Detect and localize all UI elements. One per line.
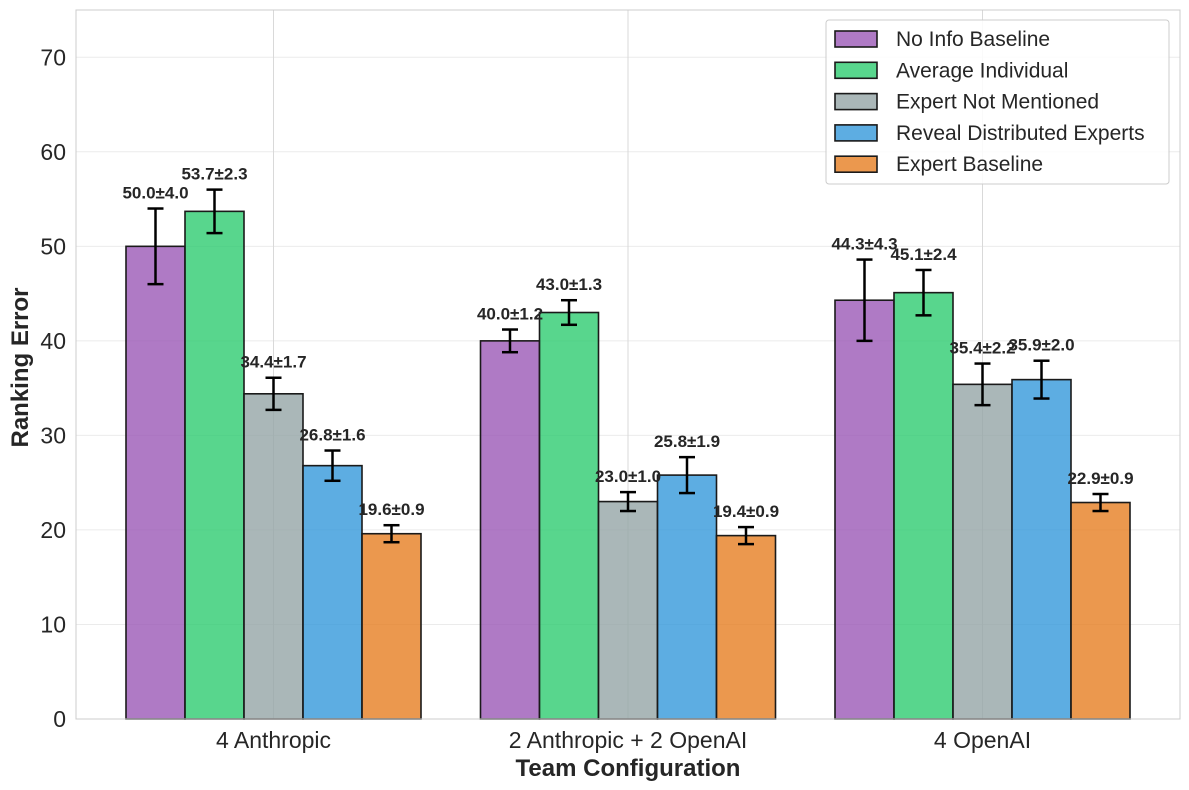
legend-entry: Expert Not Mentioned (896, 91, 1099, 114)
legend-swatch (834, 155, 878, 173)
error-bars (147, 188, 1109, 546)
legend-entry: Reveal Distributed Experts (896, 122, 1145, 145)
bar (597, 500, 659, 720)
data-label: 34.4±1.7 (240, 353, 306, 372)
y-tick-label: 0 (53, 706, 66, 732)
bar (893, 291, 954, 720)
data-label: 50.0±4.0 (122, 184, 188, 203)
data-label: 19.4±0.9 (713, 502, 779, 521)
legend-swatch (834, 61, 878, 80)
x-axis-label: Team Configuration (516, 755, 741, 782)
x-tick-label: 4 Anthropic (216, 727, 331, 753)
y-axis-ticks: 0 10 20 30 40 50 60 70 (40, 44, 66, 732)
data-label: 19.6±0.9 (358, 500, 424, 519)
legend-entry: Average Individual (896, 59, 1068, 82)
x-tick-label: 4 OpenAI (934, 727, 1031, 753)
legend-entry: Expert Baseline (896, 153, 1043, 176)
legend-frame (825, 19, 1170, 185)
bar (479, 340, 541, 720)
bar (1011, 378, 1072, 720)
data-label: 22.9±0.9 (1067, 469, 1133, 488)
bars (125, 210, 1131, 720)
legend-swatch (834, 30, 878, 48)
data-label: 40.0±1.2 (477, 305, 543, 324)
y-tick-label: 20 (40, 517, 66, 543)
plot-frame (75, 9, 1181, 720)
data-label: 35.9±2.0 (1008, 336, 1074, 355)
y-tick-label: 10 (40, 611, 66, 637)
y-tick-label: 40 (40, 328, 66, 354)
data-label: 26.8±1.6 (299, 426, 365, 445)
data-labels: 50.0±4.0 40.0±1.2 44.3±4.3 53.7±2.3 43.0±1.3… (122, 165, 1133, 521)
data-label: 43.0±1.3 (536, 275, 602, 294)
data-label: 25.8±1.9 (654, 432, 720, 451)
legend: No Info Baseline Average Individual Expert… (825, 19, 1170, 185)
y-tick-label: 50 (40, 233, 66, 259)
bar (243, 393, 304, 720)
y-axis-label: Ranking Error (7, 287, 34, 447)
bar (361, 532, 422, 720)
legend-swatch (834, 92, 878, 111)
x-axis-ticks: 4 Anthropic 2 Anthropic + 2 OpenAI 4 OpenA… (216, 727, 1031, 753)
y-tick-label: 60 (40, 139, 66, 165)
data-label: 53.7±2.3 (181, 165, 247, 184)
bar (952, 383, 1013, 720)
x-tick-label: 2 Anthropic + 2 OpenAI (509, 727, 747, 753)
bar (184, 210, 245, 720)
data-label: 45.1±2.4 (890, 245, 957, 264)
legend-entry: No Info Baseline (896, 28, 1050, 51)
bar (538, 311, 600, 720)
data-label: 35.4±2.2 (949, 339, 1015, 358)
bar (1070, 501, 1131, 720)
data-label: 44.3±4.3 (831, 235, 897, 254)
bar (834, 299, 895, 720)
bar (656, 474, 718, 720)
bar (125, 245, 186, 720)
y-tick-label: 70 (40, 44, 66, 70)
legend-swatch (834, 124, 878, 142)
bar (715, 534, 777, 720)
data-label: 23.0±1.0 (595, 467, 661, 486)
bar (302, 464, 363, 720)
y-tick-label: 30 (40, 422, 66, 448)
